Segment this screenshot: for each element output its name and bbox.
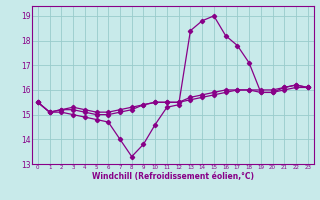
X-axis label: Windchill (Refroidissement éolien,°C): Windchill (Refroidissement éolien,°C) — [92, 172, 254, 181]
